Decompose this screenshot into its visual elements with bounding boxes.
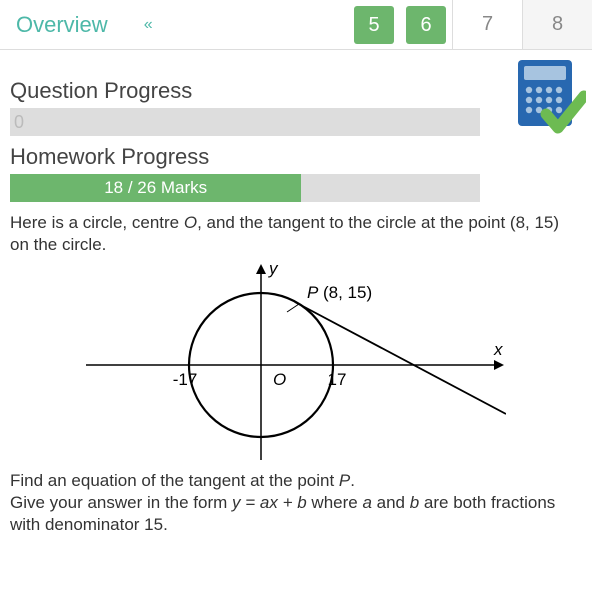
text: Give your answer in the form (10, 493, 232, 512)
question-ask: Find an equation of the tangent at the p… (10, 470, 582, 536)
eq: y = ax + b (232, 493, 307, 512)
text: Here is a circle, centre (10, 213, 184, 232)
top-nav: Overview « 5 6 7 8 (0, 0, 592, 50)
tab-8[interactable]: 8 (522, 0, 592, 49)
question-intro: Here is a circle, centre O, and the tang… (10, 212, 582, 256)
svg-text:y: y (268, 260, 279, 278)
tab-5[interactable]: 5 (354, 6, 394, 44)
homework-progress-title: Homework Progress (10, 144, 582, 170)
svg-text:17: 17 (328, 370, 347, 389)
var-a: a (362, 493, 371, 512)
question-progress-title: Question Progress (10, 78, 582, 104)
question-tabs: 5 6 7 8 (348, 0, 592, 49)
question-progress-bar: 0 (10, 108, 480, 136)
var-P: P (339, 471, 350, 490)
overview-link[interactable]: Overview (0, 0, 124, 49)
calculator-icon[interactable] (508, 56, 586, 139)
text: where (307, 493, 363, 512)
svg-text:(8, 15): (8, 15) (323, 283, 372, 302)
svg-text:-17: -17 (173, 370, 198, 389)
svg-text:O: O (273, 370, 286, 389)
var-b: b (410, 493, 419, 512)
svg-text:x: x (493, 340, 503, 359)
diagram: -17 17 Oy x P(8, 15) (10, 260, 582, 460)
homework-progress-bar: 18 / 26 Marks (10, 174, 480, 202)
var-O: O (184, 213, 197, 232)
content: Question Progress 0 Homework Progress 18… (0, 50, 592, 536)
prev-arrow[interactable]: « (124, 0, 173, 49)
text: Find an equation of the tangent at the p… (10, 471, 339, 490)
svg-text:P: P (307, 283, 319, 302)
circle-tangent-svg: -17 17 Oy x P(8, 15) (86, 260, 506, 460)
homework-progress-fill: 18 / 26 Marks (10, 174, 301, 202)
text: . (350, 471, 355, 490)
text: and (372, 493, 410, 512)
question-progress-value: 0 (10, 108, 480, 136)
tab-6[interactable]: 6 (406, 6, 446, 44)
tab-7[interactable]: 7 (452, 0, 522, 49)
